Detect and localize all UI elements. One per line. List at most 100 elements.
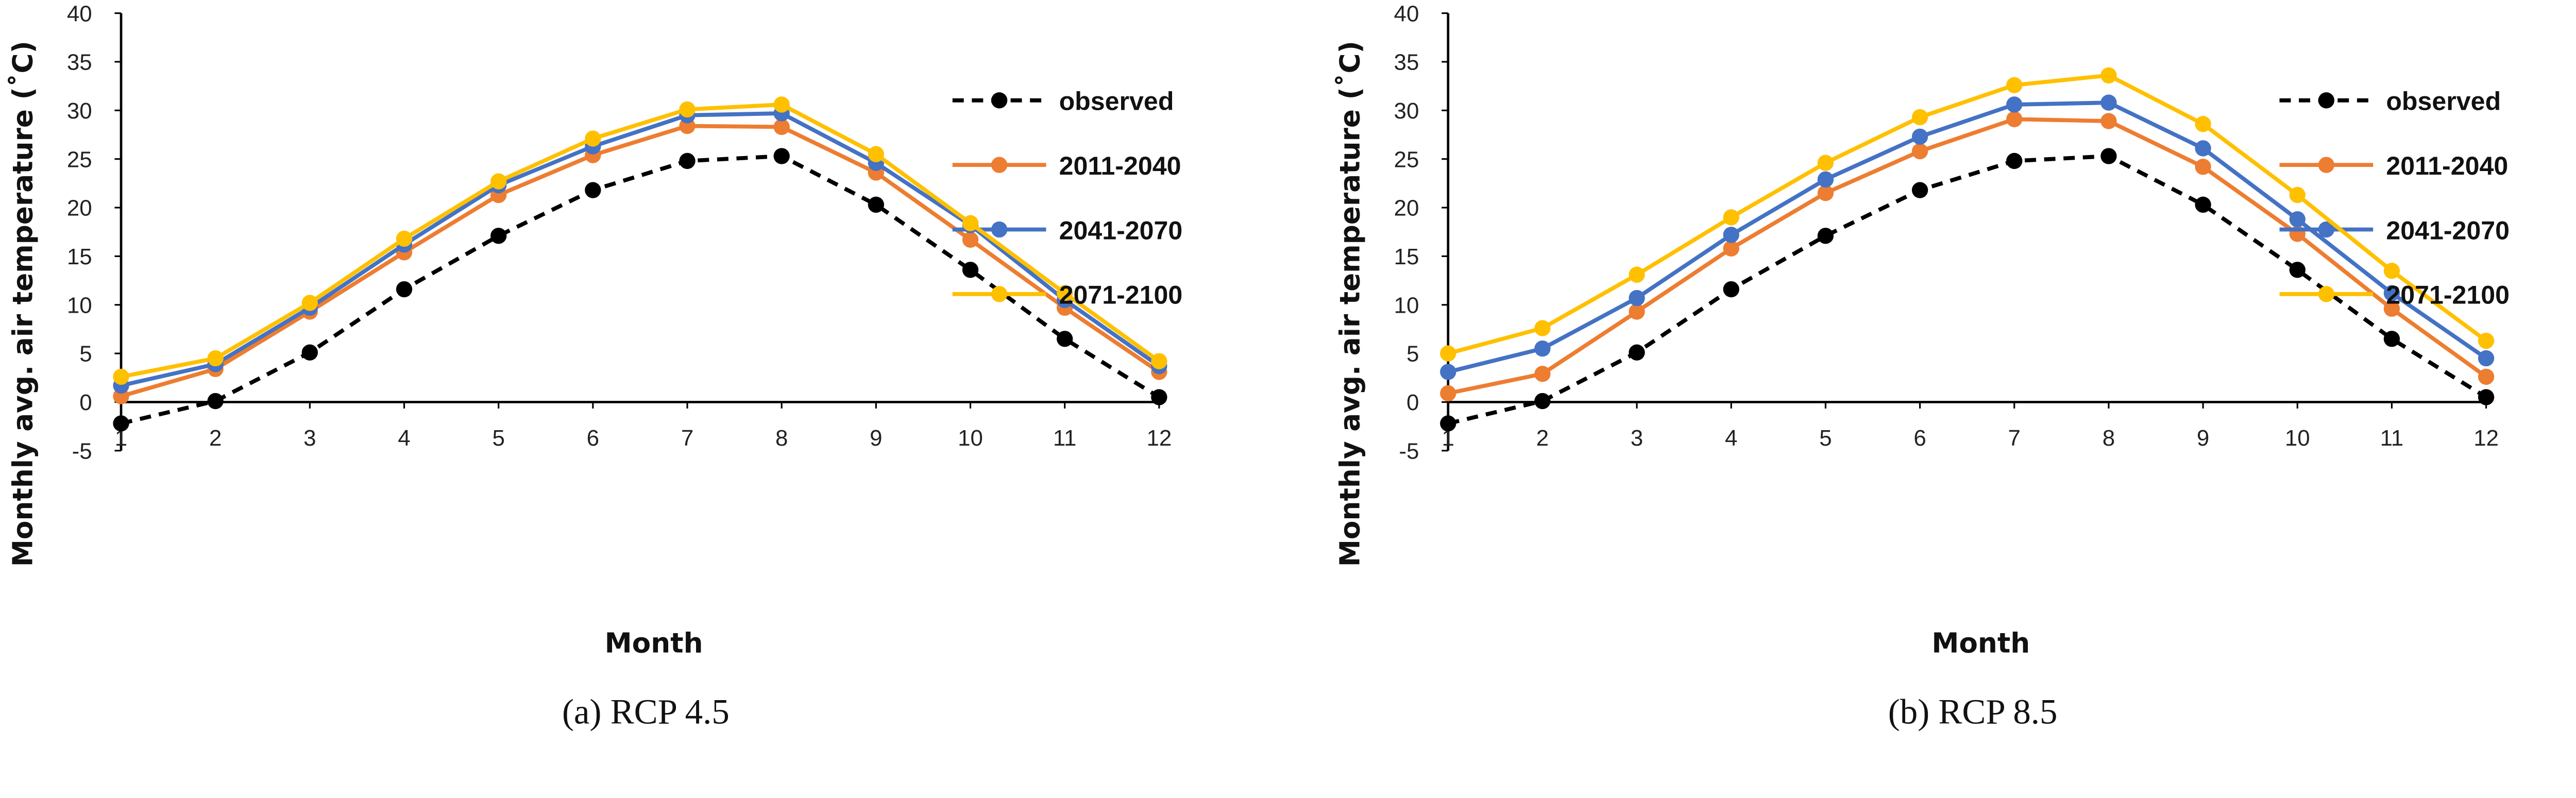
data-point <box>2478 368 2495 385</box>
data-point <box>773 96 790 113</box>
y-tick-label: -5 <box>1399 438 1419 464</box>
data-point <box>2006 111 2023 127</box>
x-tick-label: 4 <box>398 426 410 451</box>
data-point <box>2195 116 2211 132</box>
data-point <box>1911 182 1928 198</box>
x-tick-label: 6 <box>587 426 599 451</box>
data-point <box>1440 415 1456 432</box>
data-point <box>2383 262 2400 279</box>
y-tick-label: 35 <box>67 50 92 75</box>
legend-marker <box>991 221 1008 238</box>
x-tick-label: 9 <box>2197 426 2209 451</box>
series-line <box>121 111 1161 388</box>
y-tick-label: 30 <box>1394 98 1419 124</box>
y-tick-label: 5 <box>1406 342 1419 367</box>
x-tick-label: 8 <box>775 426 788 451</box>
data-point <box>1057 285 1073 301</box>
data-point <box>1151 389 1167 405</box>
y-tick-label: -5 <box>72 438 92 464</box>
legend-label: 2011-2040 <box>2386 151 2508 180</box>
y-tick-label: 20 <box>1394 196 1419 221</box>
data-point <box>1629 303 1645 320</box>
data-point <box>1534 393 1551 410</box>
data-point <box>1534 340 1551 357</box>
data-point <box>113 368 129 385</box>
legend-marker <box>2318 157 2335 173</box>
y-tick-label: 5 <box>79 342 92 367</box>
legend-marker <box>991 157 1008 173</box>
x-tick-label: 7 <box>2008 426 2021 451</box>
data-point <box>1629 290 1645 307</box>
y-tick-label: 0 <box>79 390 92 415</box>
series-line <box>1447 100 2487 374</box>
data-point <box>2383 285 2400 301</box>
x-tick-label: 6 <box>1913 426 1926 451</box>
legend-marker <box>2318 286 2335 302</box>
data-point <box>868 196 885 213</box>
y-tick-label: 10 <box>1394 293 1419 318</box>
x-tick-label: 12 <box>2473 426 2499 451</box>
data-point <box>2100 113 2117 129</box>
legend-label: 2071-2100 <box>2386 281 2510 310</box>
data-point <box>2006 96 2023 113</box>
data-point <box>1817 171 1834 188</box>
data-point <box>1629 344 1645 361</box>
legend-marker <box>2318 221 2335 238</box>
series-line <box>121 154 1160 426</box>
x-tick-label: 9 <box>870 426 882 451</box>
data-point <box>490 173 507 190</box>
data-point <box>1911 143 1928 160</box>
y-tick-label: 10 <box>67 293 92 318</box>
data-point <box>301 295 318 311</box>
data-point <box>1440 345 1456 362</box>
legend-marker <box>991 92 1008 109</box>
legend-marker <box>2318 92 2335 109</box>
data-point <box>396 281 413 298</box>
series-line <box>1447 117 2487 396</box>
data-point <box>1817 228 1834 244</box>
x-tick-label: 11 <box>1053 426 1077 451</box>
data-point <box>113 415 129 432</box>
data-point <box>207 350 224 367</box>
legend-label: 2011-2040 <box>1059 151 1181 180</box>
data-point <box>2383 331 2400 347</box>
data-point <box>2478 350 2495 367</box>
data-point <box>1911 109 1928 126</box>
y-axis-label: Monthly avg. air temperature (˚C) <box>7 41 39 567</box>
x-axis-label: Month <box>1931 627 2030 659</box>
data-point <box>962 231 979 248</box>
series-line <box>1447 154 2487 426</box>
data-point <box>207 393 224 410</box>
data-point <box>1534 366 1551 382</box>
data-point <box>1817 185 1834 201</box>
data-point <box>679 101 696 118</box>
y-axis-label: Monthly avg. air temperature (˚C) <box>1334 41 1366 567</box>
y-tick-label: 25 <box>1394 147 1419 172</box>
x-tick-label: 4 <box>1725 426 1737 451</box>
legend-label: 2071-2100 <box>1059 281 1183 310</box>
y-tick-label: 25 <box>67 147 92 172</box>
data-point <box>1057 331 1073 347</box>
data-point <box>2289 186 2306 203</box>
data-point <box>2006 152 2023 169</box>
x-tick-label: 5 <box>492 426 504 451</box>
data-point <box>1629 266 1645 283</box>
data-point <box>1817 155 1834 171</box>
data-point <box>679 152 696 169</box>
x-axis-label: Month <box>605 627 703 659</box>
data-point <box>396 230 413 247</box>
data-point <box>585 130 601 147</box>
data-point <box>962 215 979 231</box>
data-point <box>1723 227 1739 243</box>
data-point <box>2100 94 2117 111</box>
data-point <box>1723 240 1739 257</box>
data-point <box>2289 262 2306 278</box>
series-line <box>121 103 1161 379</box>
data-point <box>1723 281 1739 298</box>
series-2041-2070 <box>1440 94 2495 380</box>
y-tick-label: 35 <box>1394 50 1419 75</box>
series-2071-2100 <box>113 96 1167 385</box>
legend-marker <box>991 286 1008 302</box>
